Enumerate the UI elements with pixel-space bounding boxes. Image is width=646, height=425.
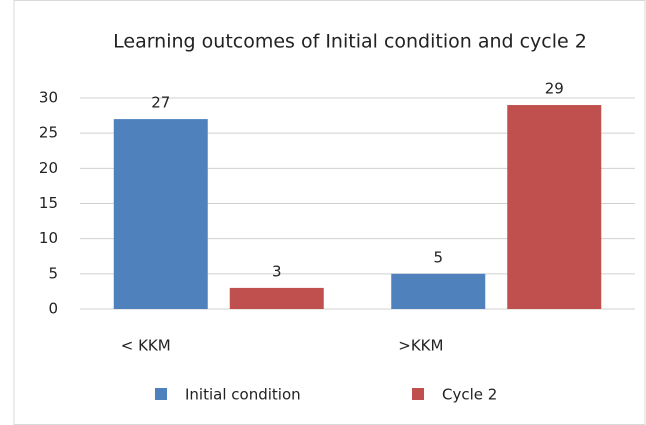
bar <box>113 119 208 309</box>
bar <box>229 287 324 309</box>
legend-label: Cycle 2 <box>442 386 497 404</box>
legend-swatch <box>155 388 167 400</box>
data-label: 3 <box>272 262 282 280</box>
data-label: 29 <box>545 80 564 98</box>
bar <box>391 273 486 309</box>
y-tick-label: 5 <box>48 264 58 282</box>
x-tick-label: >KKM <box>398 337 443 355</box>
data-label: 27 <box>151 94 170 112</box>
y-tick-label: 20 <box>39 159 58 177</box>
data-label: 5 <box>433 248 443 266</box>
legend-label: Initial condition <box>185 386 301 404</box>
bar <box>507 105 602 310</box>
y-tick-label: 10 <box>39 229 58 247</box>
y-tick-label: 0 <box>48 300 58 318</box>
x-tick-label: < KKM <box>121 337 171 355</box>
y-tick-label: 30 <box>39 89 58 107</box>
chart-title: Learning outcomes of Initial condition a… <box>113 31 587 53</box>
y-tick-label: 15 <box>39 194 58 212</box>
legend-swatch <box>412 388 424 400</box>
y-tick-label: 25 <box>39 124 58 142</box>
